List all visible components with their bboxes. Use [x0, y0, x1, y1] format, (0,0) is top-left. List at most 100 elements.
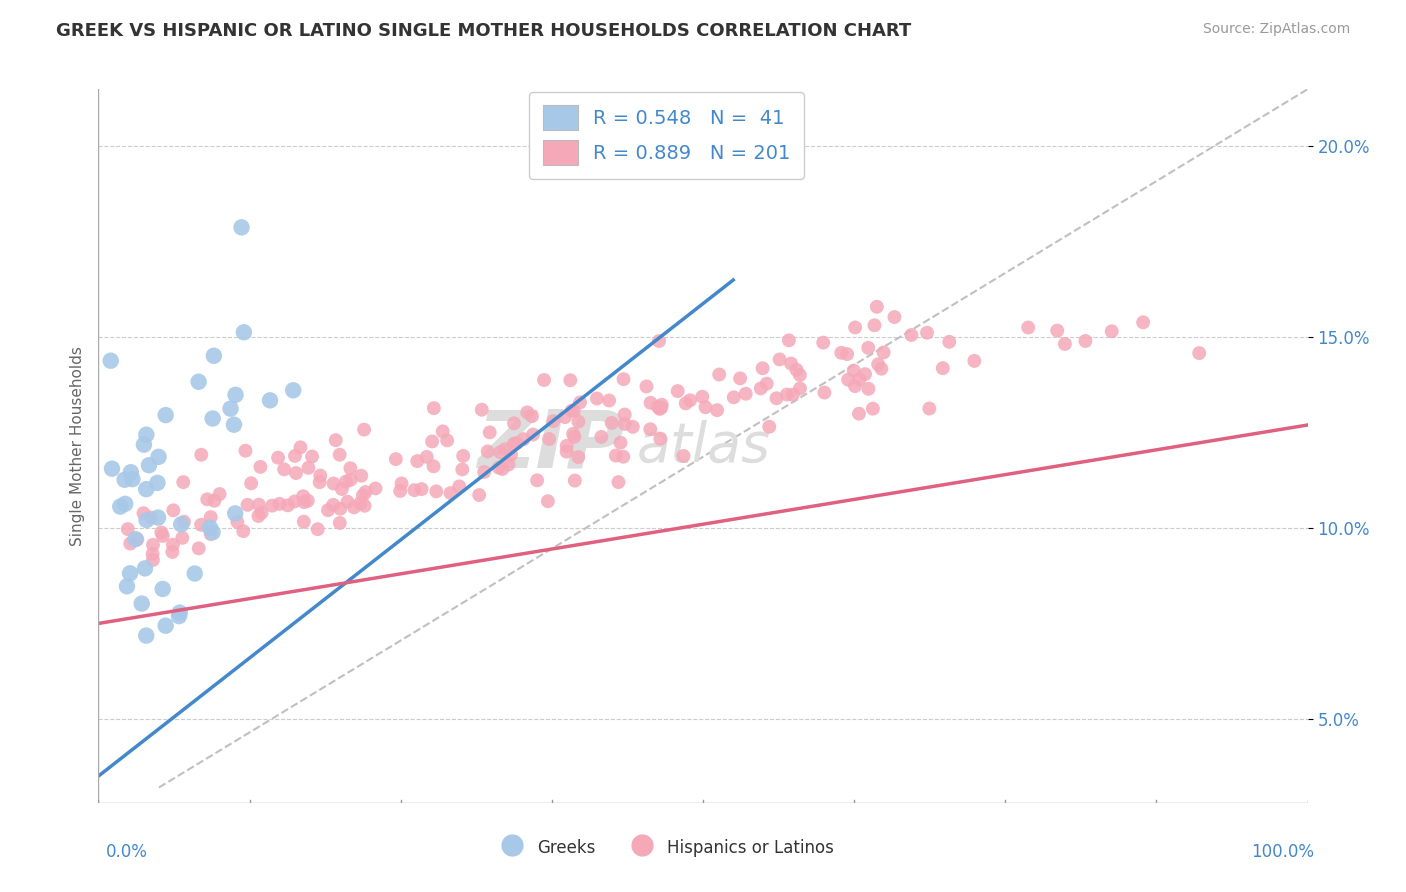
- Point: [607, 475, 630, 490]
- Point: [200, 527, 222, 541]
- Point: [491, 462, 513, 476]
- Point: [666, 384, 689, 398]
- Point: [938, 334, 960, 349]
- Point: [555, 439, 578, 453]
- Point: [325, 433, 347, 447]
- Point: [449, 479, 471, 493]
- Point: [350, 468, 373, 483]
- Point: [675, 396, 697, 410]
- Point: [110, 500, 132, 514]
- Point: [420, 434, 443, 449]
- Point: [222, 417, 245, 432]
- Point: [329, 516, 352, 530]
- Point: [198, 520, 221, 534]
- Text: 0.0%: 0.0%: [105, 843, 148, 861]
- Point: [316, 503, 339, 517]
- Point: [562, 426, 585, 441]
- Point: [755, 376, 778, 391]
- Point: [120, 536, 142, 550]
- Point: [915, 326, 938, 340]
- Point: [142, 547, 165, 561]
- Point: [284, 449, 307, 463]
- Point: [858, 341, 880, 355]
- Point: [339, 473, 361, 487]
- Point: [789, 368, 811, 382]
- Point: [225, 388, 247, 402]
- Point: [932, 361, 955, 376]
- Point: [813, 385, 835, 400]
- Point: [569, 395, 592, 409]
- Point: [224, 507, 246, 521]
- Point: [512, 432, 534, 446]
- Point: [789, 381, 811, 395]
- Point: [139, 510, 162, 524]
- Point: [411, 482, 433, 496]
- Point: [114, 497, 136, 511]
- Point: [201, 411, 224, 425]
- Point: [352, 488, 374, 502]
- Text: atlas: atlas: [637, 419, 770, 473]
- Point: [477, 444, 499, 458]
- Point: [478, 425, 501, 440]
- Point: [439, 486, 461, 500]
- Point: [837, 347, 859, 361]
- Point: [162, 545, 184, 559]
- Point: [533, 373, 555, 387]
- Point: [522, 427, 544, 442]
- Point: [647, 400, 669, 414]
- Point: [155, 618, 177, 632]
- Point: [621, 420, 644, 434]
- Point: [131, 597, 153, 611]
- Point: [170, 517, 193, 532]
- Point: [135, 482, 157, 496]
- Point: [728, 371, 751, 385]
- Point: [284, 494, 307, 508]
- Point: [609, 435, 631, 450]
- Point: [883, 310, 905, 324]
- Point: [692, 390, 714, 404]
- Point: [844, 379, 866, 393]
- Point: [1046, 324, 1069, 338]
- Point: [543, 414, 565, 428]
- Point: [235, 443, 257, 458]
- Point: [297, 493, 319, 508]
- Point: [208, 487, 231, 501]
- Point: [308, 475, 330, 490]
- Y-axis label: Single Mother Households: Single Mother Households: [69, 346, 84, 546]
- Point: [336, 495, 359, 509]
- Point: [232, 524, 254, 538]
- Point: [1017, 320, 1039, 334]
- Point: [150, 525, 173, 540]
- Point: [636, 379, 658, 393]
- Point: [488, 460, 510, 475]
- Point: [169, 606, 191, 620]
- Point: [148, 450, 170, 464]
- Point: [114, 473, 136, 487]
- Point: [273, 462, 295, 476]
- Point: [416, 450, 439, 464]
- Point: [277, 499, 299, 513]
- Point: [292, 515, 315, 529]
- Point: [101, 461, 124, 475]
- Point: [307, 522, 329, 536]
- Point: [451, 449, 474, 463]
- Point: [963, 354, 986, 368]
- Point: [1101, 324, 1123, 338]
- Point: [132, 437, 155, 451]
- Point: [406, 454, 429, 468]
- Point: [778, 334, 800, 348]
- Point: [267, 450, 290, 465]
- Point: [709, 368, 731, 382]
- Point: [219, 401, 242, 416]
- Text: GREEK VS HISPANIC OR LATINO SINGLE MOTHER HOUSEHOLDS CORRELATION CHART: GREEK VS HISPANIC OR LATINO SINGLE MOTHE…: [56, 22, 911, 40]
- Point: [425, 484, 447, 499]
- Point: [591, 430, 613, 444]
- Point: [183, 566, 205, 581]
- Point: [734, 386, 756, 401]
- Point: [612, 450, 634, 464]
- Point: [389, 483, 412, 498]
- Point: [651, 398, 673, 412]
- Point: [749, 381, 772, 395]
- Text: 100.0%: 100.0%: [1251, 843, 1315, 861]
- Point: [554, 410, 576, 425]
